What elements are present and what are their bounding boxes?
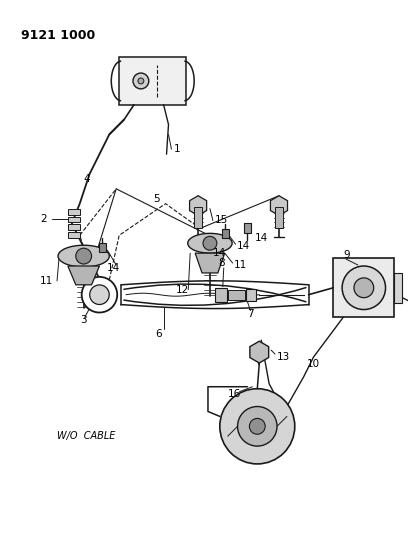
Text: 3: 3 (80, 316, 86, 326)
Circle shape (82, 277, 117, 312)
Polygon shape (195, 253, 225, 273)
Bar (194, 207, 202, 229)
Bar (68, 216, 80, 222)
Circle shape (342, 266, 386, 310)
Ellipse shape (58, 245, 109, 267)
Text: 9121 1000: 9121 1000 (21, 29, 95, 42)
Polygon shape (68, 266, 99, 285)
Text: 1: 1 (173, 144, 180, 154)
Circle shape (203, 236, 217, 250)
Text: 5: 5 (153, 193, 159, 204)
Circle shape (354, 278, 374, 297)
Text: 10: 10 (307, 359, 320, 369)
Text: 6: 6 (156, 329, 162, 340)
Bar (228, 290, 245, 300)
Text: 11: 11 (40, 276, 53, 286)
Text: 8: 8 (218, 258, 224, 268)
Text: 14: 14 (254, 233, 268, 243)
Text: 7: 7 (247, 310, 254, 319)
Bar (68, 208, 80, 215)
Bar (68, 224, 80, 230)
Text: 4: 4 (84, 174, 90, 184)
Circle shape (138, 78, 144, 84)
Circle shape (133, 73, 149, 89)
Bar (215, 288, 227, 302)
Bar (247, 289, 256, 301)
Circle shape (90, 285, 109, 304)
Text: W/O  CABLE: W/O CABLE (57, 431, 115, 441)
Text: 11: 11 (233, 260, 247, 270)
Text: 14: 14 (213, 248, 226, 258)
Ellipse shape (188, 233, 232, 253)
Bar (333, 258, 395, 318)
Text: 13: 13 (277, 352, 290, 362)
Bar (119, 57, 186, 104)
Bar (222, 229, 229, 238)
Text: 2: 2 (40, 214, 47, 223)
Circle shape (249, 418, 265, 434)
Text: 14: 14 (237, 241, 250, 251)
Text: 9: 9 (343, 250, 350, 260)
Bar (395, 273, 402, 303)
Text: 15: 15 (215, 215, 228, 225)
Circle shape (220, 389, 295, 464)
Bar (275, 207, 283, 229)
Text: 12: 12 (175, 285, 189, 295)
Text: 14: 14 (106, 263, 120, 273)
Bar (245, 223, 252, 233)
Circle shape (238, 407, 277, 446)
Circle shape (76, 248, 92, 264)
Bar (99, 243, 106, 252)
Bar (68, 232, 80, 238)
Text: 16: 16 (228, 389, 241, 399)
